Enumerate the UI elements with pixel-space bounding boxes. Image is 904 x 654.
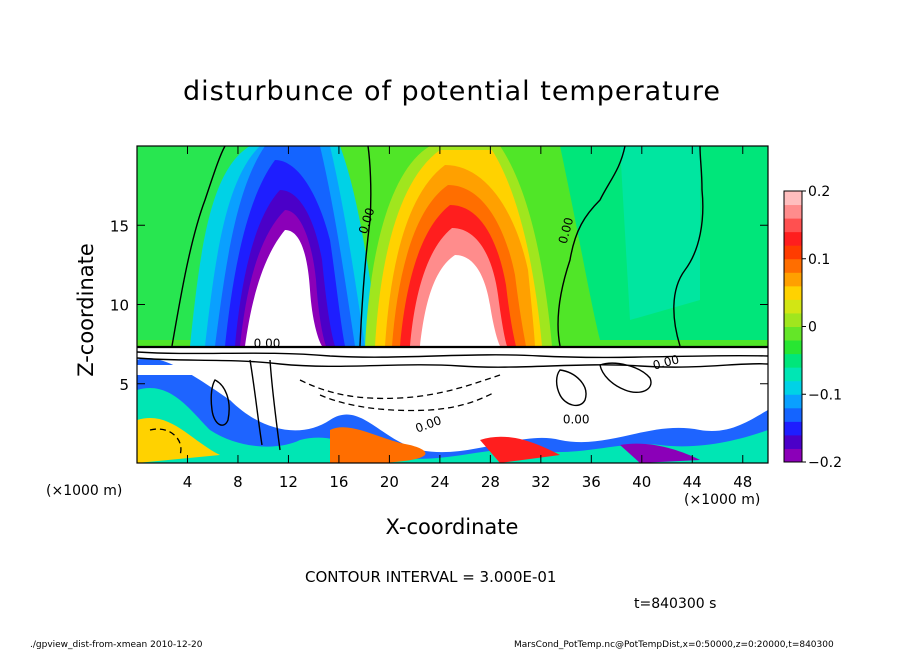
x-unit-right: (×1000 m) xyxy=(684,492,761,508)
contour-labels: 0.00 0.000.000.000.00 0.00 xyxy=(254,206,681,436)
contour-label: 0.00 xyxy=(254,336,281,350)
x-tick-label: 8 xyxy=(233,473,243,491)
colorbar-swatch xyxy=(784,367,802,382)
x-axis-label: X-coordinate xyxy=(0,515,904,539)
colorbar-swatch xyxy=(784,204,802,219)
contour-eddy-2 xyxy=(555,369,587,407)
y-tick-label: 5 xyxy=(119,376,129,394)
x-tick-label: 36 xyxy=(582,473,601,491)
colorbar-tick-label: −0.2 xyxy=(808,455,842,471)
lower-purple-patch xyxy=(620,443,700,463)
colorbar-swatch xyxy=(784,272,802,287)
contour-label: 0.00 xyxy=(556,216,576,245)
x-tick-label: 20 xyxy=(380,473,399,491)
footer-left: ./gpview_dist-from-xmean 2010-12-20 xyxy=(30,640,203,650)
colorbar-swatch xyxy=(784,258,802,273)
colorbar-tick-label: 0.2 xyxy=(808,184,830,200)
y-axis: 5 10 15 xyxy=(110,217,768,394)
green-band-right-inner xyxy=(620,146,700,320)
colorbar-swatch xyxy=(784,231,802,246)
colorbar-swatch xyxy=(784,434,802,449)
contour-label: 0.00 xyxy=(563,412,590,426)
x-tick-label: 44 xyxy=(683,473,702,491)
chart-title: disturbunce of potential temperature xyxy=(183,76,721,107)
lower-blue-band xyxy=(137,358,768,463)
x-tick-label: 4 xyxy=(183,473,193,491)
contour-zero-mid xyxy=(359,146,372,347)
heatmap-field xyxy=(137,146,768,463)
x-tick-label: 24 xyxy=(430,473,449,491)
contour-eddy-3 xyxy=(599,362,652,394)
contour-interval-note: CONTOUR INTERVAL = 3.000E-01 xyxy=(305,568,557,586)
y-tick-label: 15 xyxy=(110,217,129,235)
contour-wave-1 xyxy=(137,351,768,359)
contour-zero-far-right xyxy=(673,146,704,347)
lower-red-patch xyxy=(480,436,560,463)
dashed-contour-1 xyxy=(299,374,501,400)
y-axis-label: Z-coordinate xyxy=(74,243,98,377)
time-label: t=840300 s xyxy=(634,596,717,612)
dashed-contour-3 xyxy=(149,428,182,456)
x-axis: 4 8 12 16 20 24 28 32 36 40 44 48 xyxy=(183,146,752,491)
x-unit-left: (×1000 m) xyxy=(46,483,123,499)
colorbar-swatch xyxy=(784,353,802,368)
lower-white-band xyxy=(137,365,768,375)
colorbar-swatch xyxy=(784,299,802,314)
colorbar: 0.2 0.1 0 −0.1 −0.2 xyxy=(783,184,842,471)
colorbar-swatch xyxy=(784,285,802,300)
x-tick-label: 12 xyxy=(279,473,298,491)
dashed-contours xyxy=(149,374,501,456)
colorbar-swatch xyxy=(784,394,802,409)
x-tick-label: 16 xyxy=(329,473,348,491)
lower-cyan-band xyxy=(137,388,768,463)
colorbar-swatch xyxy=(784,191,802,206)
x-tick-label: 48 xyxy=(733,473,752,491)
colorbar-swatch xyxy=(784,407,802,422)
colorbar-tick-label: 0.1 xyxy=(808,252,830,268)
contour-zero-right xyxy=(557,146,626,347)
lower-orange-patch xyxy=(330,427,426,463)
contour-wave-2 xyxy=(137,357,768,368)
contour-eddy-1 xyxy=(210,379,230,426)
contour-plume-1 xyxy=(249,359,263,446)
colorbar-swatch xyxy=(784,218,802,233)
footer-right: MarsCond_PotTemp.nc@PotTempDist,x=0:5000… xyxy=(514,640,834,650)
colorbar-swatch xyxy=(784,380,802,395)
colorbar-swatch xyxy=(784,245,802,260)
x-tick-label: 32 xyxy=(531,473,550,491)
contour-plume-2 xyxy=(269,359,281,451)
x-axis-label-text: X-coordinate xyxy=(385,515,519,539)
x-tick-label: 28 xyxy=(481,473,500,491)
colorbar-swatch xyxy=(784,326,802,341)
x-tick-label: 40 xyxy=(632,473,651,491)
dashed-contour-2 xyxy=(319,391,496,412)
contour-label: 0.00 xyxy=(651,352,680,372)
colorbar-tick-label: −0.1 xyxy=(808,387,842,403)
y-tick-label: 10 xyxy=(110,297,129,315)
colorbar-tick-label: 0 xyxy=(808,320,817,336)
contour-zero-left xyxy=(171,146,226,347)
colorbar-swatch xyxy=(784,421,802,436)
colorbar-swatch xyxy=(784,340,802,355)
colorbar-swatch xyxy=(784,312,802,327)
cold-core xyxy=(245,230,322,346)
contour-lines xyxy=(137,146,768,451)
warm-core xyxy=(420,255,500,346)
colorbar-swatch xyxy=(784,448,802,463)
